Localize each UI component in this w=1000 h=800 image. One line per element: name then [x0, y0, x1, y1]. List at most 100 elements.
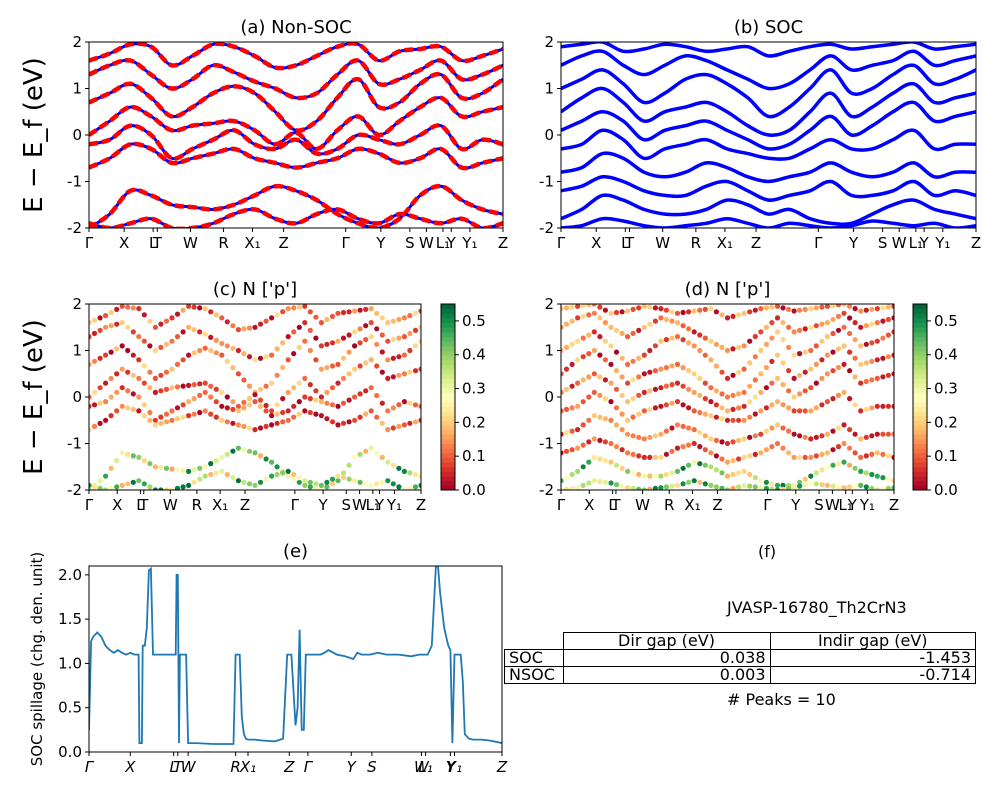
data-point: [119, 450, 125, 456]
data-point: [152, 417, 158, 423]
data-point: [246, 325, 253, 331]
data-point: [575, 403, 581, 409]
data-point: [263, 354, 269, 360]
y-tick-label: 2.0: [58, 566, 82, 584]
data-point: [407, 369, 413, 375]
data-point: [252, 357, 258, 363]
data-point: [374, 326, 380, 332]
data-point: [374, 392, 380, 399]
data-point: [630, 330, 636, 336]
data-point: [91, 423, 98, 429]
x-tick-label: Z: [889, 496, 899, 514]
data-point: [730, 439, 736, 445]
data-point: [340, 355, 347, 361]
x-tick-label: W: [655, 234, 670, 252]
data-point: [691, 427, 697, 433]
data-point: [669, 335, 675, 341]
data-point: [274, 402, 280, 408]
data-point: [713, 388, 720, 394]
band-line: [561, 63, 976, 119]
data-point: [302, 408, 308, 414]
x-tick-label: Y₁: [386, 496, 402, 514]
data-point: [824, 304, 830, 309]
data-point: [730, 346, 736, 352]
data-point: [719, 439, 725, 445]
y-tick-label: -2: [539, 219, 554, 237]
data-point: [686, 405, 692, 411]
data-point: [630, 396, 636, 402]
data-point: [158, 344, 164, 350]
data-point: [702, 335, 708, 341]
data-point: [808, 366, 814, 372]
data-point: [130, 372, 136, 378]
data-point: [630, 451, 636, 457]
band-line: [89, 141, 503, 171]
data-point: [597, 374, 603, 380]
data-point: [561, 478, 564, 484]
data-point: [246, 448, 253, 454]
data-point: [374, 341, 380, 347]
colorbar-segment: [441, 317, 455, 324]
colorbar-segment: [913, 322, 927, 328]
data-point: [780, 482, 786, 488]
data-point: [858, 482, 864, 488]
data-point: [663, 451, 670, 457]
x-tick-label: Z: [283, 758, 295, 776]
data-point: [357, 326, 363, 332]
data-point: [103, 324, 109, 330]
data-point: [158, 372, 164, 378]
data-point: [152, 375, 158, 381]
data-point: [235, 403, 241, 409]
data-point: [586, 459, 592, 465]
data-point: [108, 375, 114, 381]
data-point: [163, 386, 170, 392]
data-point: [747, 399, 753, 405]
x-tick-label: X: [591, 234, 601, 252]
data-point: [608, 480, 614, 486]
data-point: [186, 482, 192, 488]
data-point: [702, 481, 708, 487]
data-point: [608, 380, 614, 386]
data-point: [141, 363, 147, 369]
data-point: [257, 386, 264, 392]
data-point: [841, 361, 847, 367]
data-point: [713, 467, 720, 473]
colorbar-segment: [913, 359, 927, 365]
data-point: [246, 402, 253, 408]
data-point: [280, 364, 286, 371]
data-point: [591, 371, 597, 377]
data-point: [235, 327, 241, 333]
data-point: [103, 487, 109, 490]
colorbar-segment: [913, 331, 927, 338]
data-point: [874, 375, 880, 381]
data-point: [335, 380, 341, 386]
data-point: [636, 327, 642, 333]
data-point: [108, 394, 114, 400]
data-point: [686, 479, 692, 485]
data-point: [158, 464, 164, 471]
data-point: [340, 475, 347, 481]
data-point: [412, 402, 419, 408]
data-point: [561, 371, 564, 377]
data-point: [329, 363, 336, 369]
data-point: [669, 470, 675, 476]
data-point: [274, 464, 280, 470]
data-point: [763, 479, 770, 485]
data-point: [780, 382, 786, 388]
data-point: [824, 352, 831, 358]
x-tick-label: Z: [971, 234, 981, 252]
data-point: [797, 454, 803, 460]
data-point: [674, 334, 681, 340]
data-point: [724, 473, 731, 479]
data-point: [852, 450, 858, 456]
colorbar-tick-label: 0.4: [934, 346, 958, 364]
data-point: [575, 468, 581, 474]
data-point: [390, 425, 396, 431]
data-point: [680, 465, 686, 471]
data-point: [291, 403, 297, 409]
data-point: [847, 396, 853, 402]
data-point: [103, 399, 109, 405]
colorbar-segment: [913, 378, 927, 384]
x-tick-label: X₁: [244, 234, 260, 252]
